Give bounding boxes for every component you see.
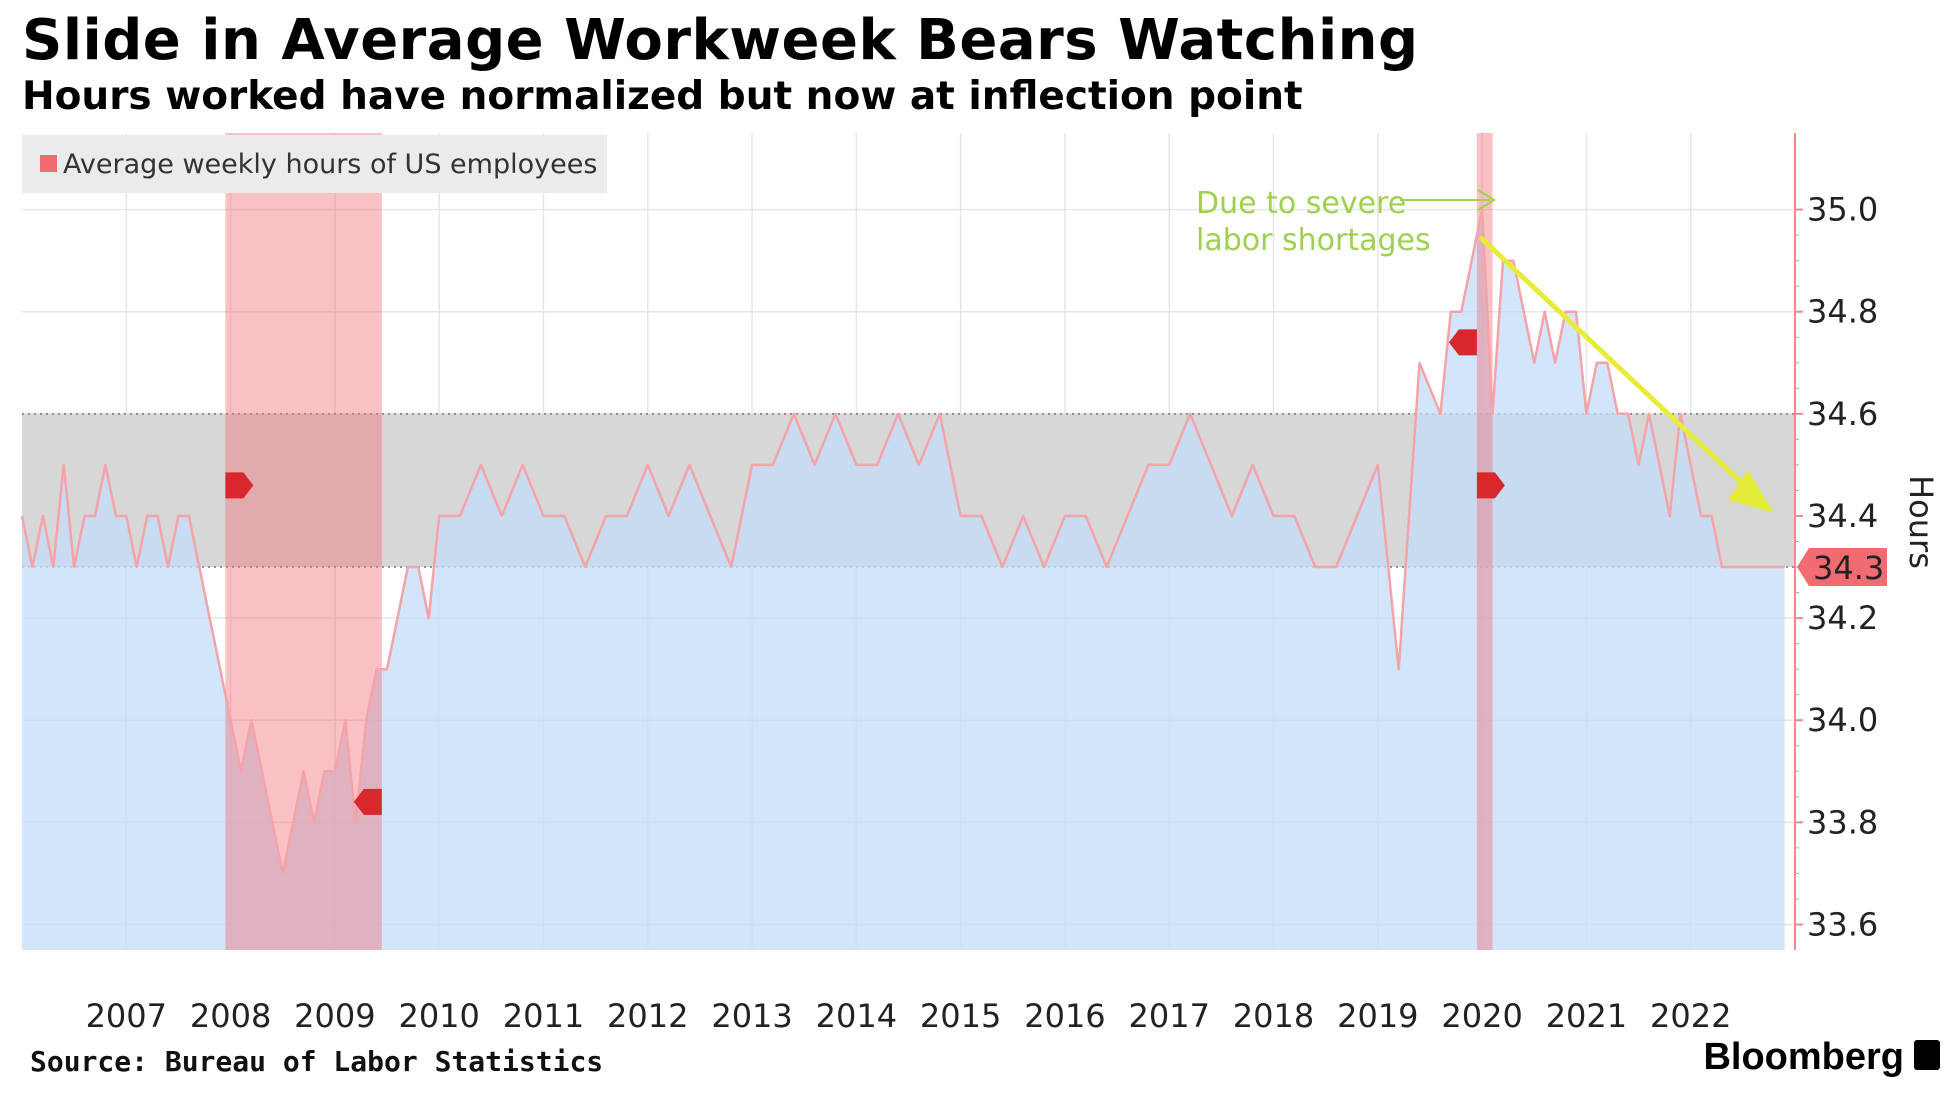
y-tick-label: 35.0 xyxy=(1807,191,1878,229)
series-area-fill xyxy=(22,209,1785,951)
x-tick-label: 2012 xyxy=(607,997,688,1035)
y-tick-label: 34.2 xyxy=(1807,599,1878,637)
x-tick-label: 2017 xyxy=(1129,997,1210,1035)
bloomberg-logo-icon xyxy=(1914,1040,1940,1070)
series-line-path xyxy=(20,208,1785,875)
last-value-badge xyxy=(1797,548,1887,587)
x-tick-label: 2015 xyxy=(920,997,1001,1035)
trend-arrow-line xyxy=(1478,235,1762,502)
x-tick-label: 2018 xyxy=(1233,997,1314,1035)
recession-marker xyxy=(225,472,254,499)
legend-box xyxy=(22,135,607,193)
x-tick-label: 2020 xyxy=(1441,997,1522,1035)
trend-arrow-head xyxy=(1728,470,1774,513)
chart-subtitle: Hours worked have normalized but now at … xyxy=(22,74,1303,119)
event-markers xyxy=(225,329,1505,815)
annotation-text-line1: Due to severe xyxy=(1196,186,1406,221)
y-tick-label: 34.0 xyxy=(1807,701,1878,739)
source-note: Source: Bureau of Labor Statistics xyxy=(30,1045,604,1078)
series-area xyxy=(22,209,1785,951)
brand-logo-text: Bloomberg xyxy=(1703,1036,1904,1078)
x-tick-label: 2008 xyxy=(190,997,271,1035)
recession-marker xyxy=(353,788,382,815)
x-tick-label: 2007 xyxy=(86,997,167,1035)
annotation-text-line2: labor shortages xyxy=(1196,223,1431,258)
x-tick-label: 2022 xyxy=(1650,997,1731,1035)
y-tick-label: 33.8 xyxy=(1807,803,1878,841)
y-tick-label: 34.8 xyxy=(1807,293,1878,331)
y-tick-label: 33.6 xyxy=(1807,905,1878,943)
x-tick-label: 2016 xyxy=(1024,997,1105,1035)
x-tick-label: 2011 xyxy=(503,997,584,1035)
recession-band xyxy=(225,133,382,950)
x-tick-label: 2009 xyxy=(294,997,375,1035)
x-tick-label: 2010 xyxy=(398,997,479,1035)
x-tick-label: 2013 xyxy=(711,997,792,1035)
y-axis: 33.6 33.8 34.0 34.2 34.4 34.6 34.8 35.0 34.3 Hour… xyxy=(1794,133,1940,950)
x-tick-label: 2019 xyxy=(1337,997,1418,1035)
y-tick-label: 34.6 xyxy=(1807,395,1878,433)
last-value-label: 34.3 xyxy=(1813,549,1884,587)
x-axis: 2007 2008 2009 2010 2011 2012 2013 2014 2015 2016… xyxy=(86,997,1732,1035)
legend: Average weekly hours of US employees xyxy=(22,135,607,193)
series-line xyxy=(20,208,1785,875)
annotation-arrow-head xyxy=(1477,189,1496,211)
legend-swatch xyxy=(40,155,57,172)
legend-label: Average weekly hours of US employees xyxy=(63,149,597,180)
x-tick-label: 2014 xyxy=(816,997,897,1035)
recession-marker xyxy=(1448,329,1477,356)
y-axis-label: Hours xyxy=(1902,475,1940,569)
x-tick-label: 2021 xyxy=(1546,997,1627,1035)
chart-title: Slide in Average Workweek Bears Watching xyxy=(22,8,1419,73)
y-tick-label: 34.4 xyxy=(1807,497,1878,535)
recession-marker xyxy=(1476,472,1505,499)
